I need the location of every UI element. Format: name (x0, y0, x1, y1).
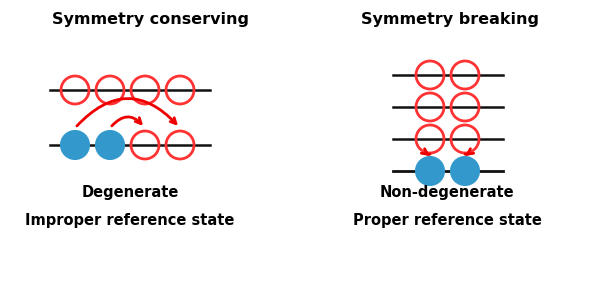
Text: Proper reference state: Proper reference state (353, 213, 541, 228)
Circle shape (416, 157, 444, 185)
Text: Non-degenerate: Non-degenerate (380, 185, 514, 200)
Text: Symmetry conserving: Symmetry conserving (52, 12, 248, 27)
Circle shape (61, 131, 89, 159)
Circle shape (451, 157, 479, 185)
Circle shape (96, 131, 124, 159)
Text: Improper reference state: Improper reference state (25, 213, 235, 228)
Text: Symmetry breaking: Symmetry breaking (361, 12, 539, 27)
Text: Degenerate: Degenerate (82, 185, 179, 200)
